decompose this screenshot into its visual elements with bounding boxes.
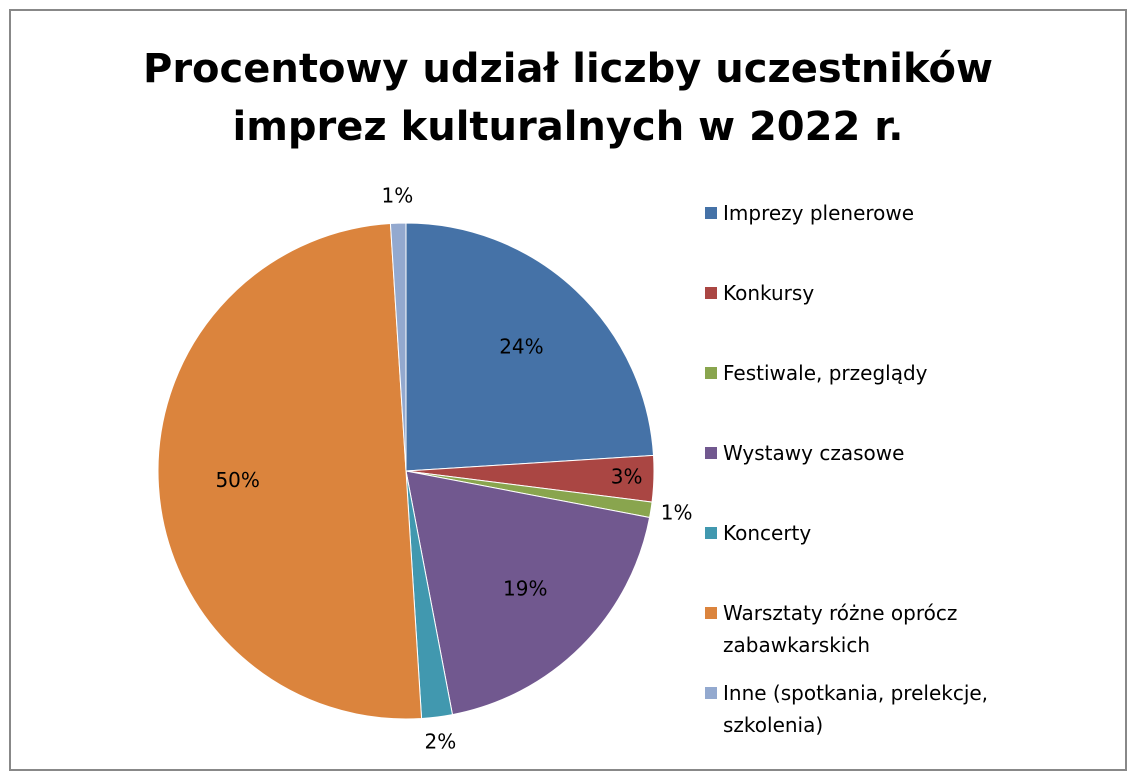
legend-swatch: [705, 687, 717, 699]
pie-slice: [405, 222, 655, 472]
legend-item: Konkursy: [705, 277, 1035, 309]
data-label: 50%: [215, 468, 259, 492]
legend-swatch: [705, 367, 717, 379]
legend-label: Konkursy: [723, 281, 815, 305]
legend-item: Warsztaty różne oprócz zabawkarskich: [705, 597, 1035, 661]
legend-swatch: [705, 527, 717, 539]
data-label: 1%: [661, 500, 693, 524]
data-label: 24%: [499, 335, 543, 359]
legend-label: Warsztaty różne oprócz zabawkarskich: [723, 601, 958, 657]
legend-label: Wystawy czasowe: [723, 441, 905, 465]
legend-label: Inne (spotkania, prelekcje, szkolenia): [723, 681, 989, 737]
chart-title-box: Procentowy udział liczby uczestników imp…: [0, 40, 1136, 156]
pie-slice: [405, 470, 651, 716]
pie-slice: [157, 222, 423, 720]
data-label: 1%: [382, 184, 414, 208]
legend-swatch: [705, 207, 717, 219]
data-label: 3%: [611, 464, 643, 488]
legend-swatch: [705, 607, 717, 619]
legend-item: Imprezy plenerowe: [705, 197, 1035, 229]
legend-item: Wystawy czasowe: [705, 437, 1035, 469]
legend-item: Inne (spotkania, prelekcje, szkolenia): [705, 677, 1035, 741]
legend-label: Koncerty: [723, 521, 812, 545]
data-label: 2%: [424, 729, 456, 753]
data-label: 19%: [503, 577, 547, 601]
chart-title: Procentowy udział liczby uczestników imp…: [143, 46, 993, 150]
legend-swatch: [705, 447, 717, 459]
legend-swatch: [705, 287, 717, 299]
legend-item: Koncerty: [705, 517, 1035, 549]
pie-slice: [389, 222, 407, 472]
legend-item: Festiwale, przeglądy: [705, 357, 1035, 389]
legend-label: Festiwale, przeglądy: [723, 361, 928, 385]
legend-label: Imprezy plenerowe: [723, 201, 915, 225]
